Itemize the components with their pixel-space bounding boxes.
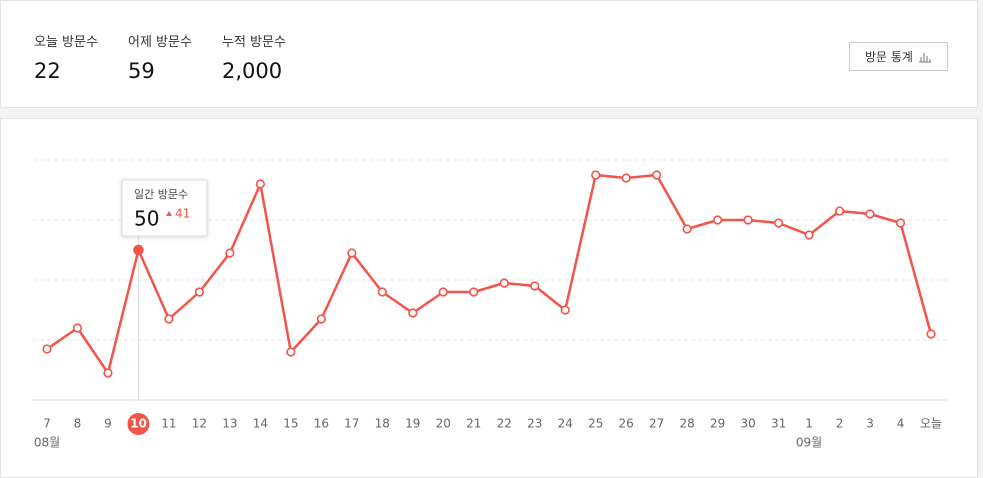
point (926, 329, 936, 339)
point (591, 170, 601, 180)
stats-button[interactable]: 방문 통계 (849, 42, 948, 71)
point (530, 281, 540, 291)
point (103, 368, 113, 378)
x-tick-label: 16 (314, 417, 329, 431)
tooltip-value: 50 (134, 207, 159, 231)
x-tick-label: 1 (805, 417, 813, 431)
chart-card (0, 118, 978, 478)
line (46, 173, 933, 375)
x-tick-label: 29 (710, 417, 725, 431)
x-tick-label: 13 (222, 417, 237, 431)
stat-value: 2,000 (222, 59, 283, 83)
x-tick-label: 30 (740, 417, 755, 431)
point (499, 278, 509, 288)
tooltip-label: 일간 방문수 (134, 187, 188, 201)
tooltip-box (121, 179, 208, 237)
point (164, 314, 174, 324)
point (834, 206, 845, 216)
x-tick-label: 26 (619, 417, 634, 431)
point (743, 215, 753, 225)
stat-label: 오늘 방문수 (34, 35, 98, 50)
stat-label: 누적 방문수 (222, 35, 286, 50)
x-tick-label: 24 (558, 417, 573, 431)
point (621, 173, 631, 183)
x-tick-label: 20 (436, 417, 451, 431)
month-label: 09월 (796, 436, 822, 450)
point (255, 179, 265, 189)
point (72, 323, 83, 333)
x-tick-label: 22 (497, 417, 512, 431)
selected-day (127, 413, 150, 435)
x-tick-label: 21 (466, 417, 481, 431)
x-tick-label: 23 (527, 417, 542, 431)
point (316, 314, 326, 324)
tooltip-delta: 41 (175, 207, 190, 221)
x-tick-label: 9 (104, 417, 112, 431)
point (286, 347, 296, 357)
stat-value: 59 (128, 59, 155, 83)
tooltip: 일간 방문수 50 41 (121, 179, 208, 237)
x-tick-label: 2 (836, 417, 844, 431)
x-tick-label: 28 (679, 417, 694, 431)
point (773, 218, 784, 228)
stat-label: 어제 방문수 (128, 35, 192, 50)
x-tick-label: 12 (192, 417, 207, 431)
x-tick-label: 11 (161, 417, 176, 431)
point (865, 209, 875, 219)
x-tick-label: 7 (43, 417, 51, 431)
point (408, 308, 418, 318)
x-tick-label: 17 (344, 417, 359, 431)
x-tick-label: 8 (74, 417, 82, 431)
point (682, 224, 692, 234)
x-tick-label: 27 (649, 417, 664, 431)
x-tick-label: 25 (588, 417, 603, 431)
point (42, 344, 52, 354)
x-tick-label: 15 (283, 417, 298, 431)
point (133, 244, 144, 256)
button-label: 방문 통계 (865, 50, 913, 64)
x-tick-label: 오늘 (920, 417, 942, 431)
summary-card: 오늘 방문수 22 어제 방문수 59 누적 방문수 2,000 방문 통계 (0, 0, 978, 108)
point (225, 248, 235, 258)
point (347, 248, 357, 258)
point (469, 287, 479, 297)
x-tick-label: 14 (253, 417, 268, 431)
x-tick-label: 31 (771, 417, 786, 431)
x-tick-label: 10 (130, 417, 147, 431)
month-label: 08월 (34, 436, 60, 450)
stat: 오늘 방문수 22 (34, 31, 98, 83)
point (652, 170, 662, 180)
stat: 누적 방문수 2,000 (222, 31, 286, 83)
stat-value: 22 (34, 59, 61, 83)
x-tick-label: 3 (866, 417, 874, 431)
point (438, 287, 448, 297)
point (713, 215, 723, 225)
stat: 어제 방문수 59 (128, 31, 192, 83)
point (895, 218, 906, 228)
x-tick-label: 4 (897, 417, 905, 431)
x-tick-label: 18 (375, 417, 390, 431)
point (560, 305, 570, 315)
point (377, 287, 387, 297)
up-arrow (166, 211, 172, 216)
x-tick-label: 19 (405, 417, 420, 431)
point (804, 230, 814, 240)
bar-icon (918, 52, 931, 62)
point (194, 287, 205, 297)
